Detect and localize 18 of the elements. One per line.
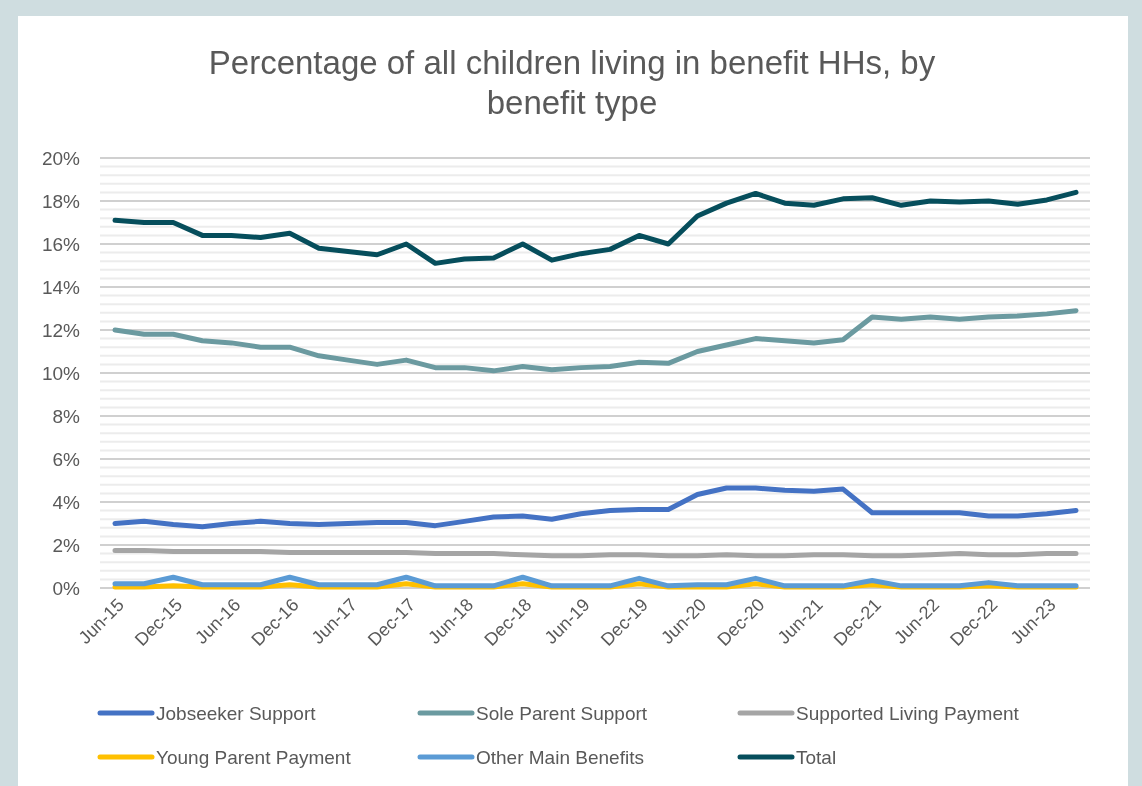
legend-label: Supported Living Payment [796, 703, 1020, 724]
legend-label: Total [796, 747, 837, 768]
y-tick-label: 18% [41, 191, 81, 212]
y-tick-label: 16% [41, 234, 81, 255]
y-tick-label: 0% [52, 578, 81, 599]
y-tick-label: 14% [41, 277, 81, 298]
y-tick-label: 2% [52, 535, 81, 556]
chart-title: Percentage of all children living in benefit HHs, by benefit type [208, 44, 936, 121]
y-tick-label: 20% [41, 148, 81, 169]
legend-label: Sole Parent Support [476, 703, 648, 724]
y-tick-label: 8% [52, 406, 81, 427]
y-tick-label: 4% [52, 492, 81, 513]
legend-label: Young Parent Payment [156, 747, 352, 768]
y-tick-label: 10% [41, 363, 81, 384]
y-tick-label: 6% [52, 449, 81, 470]
legend-label: Other Main Benefits [476, 747, 644, 768]
legend-label: Jobseeker Support [156, 703, 317, 724]
y-tick-label: 12% [41, 320, 81, 341]
